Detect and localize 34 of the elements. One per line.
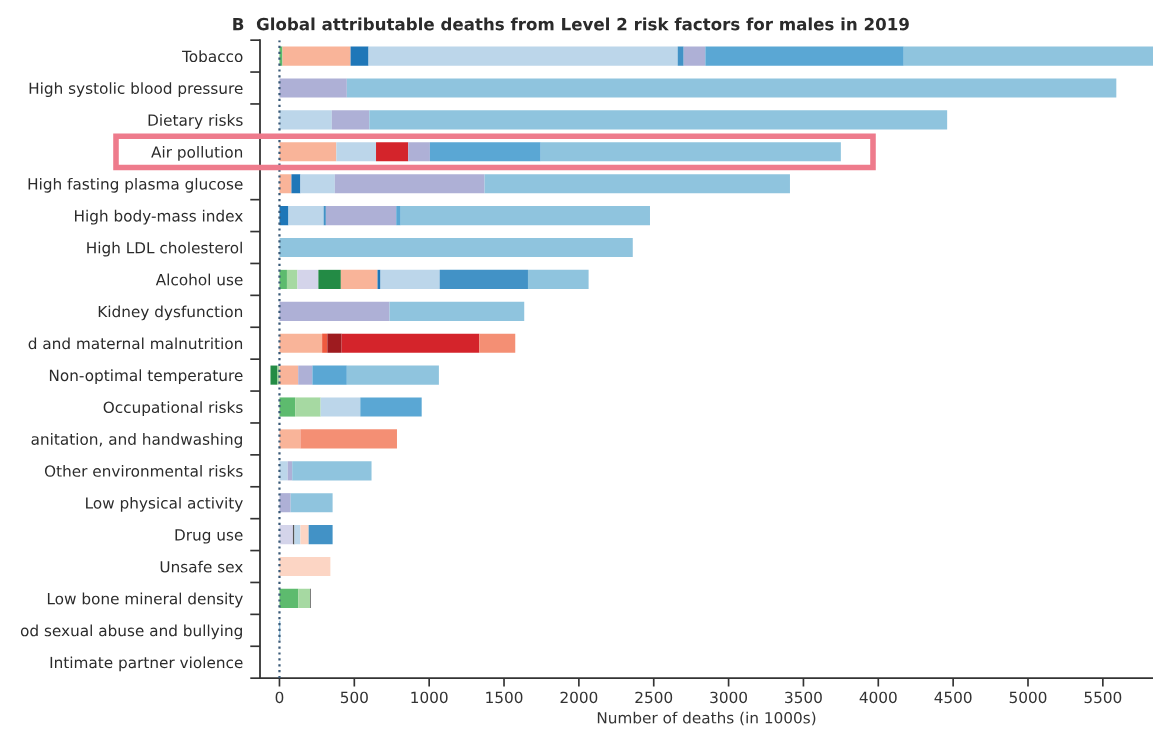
y-tick-label: Unsafe sex <box>160 560 243 573</box>
x-tick-label: 3000 <box>710 691 748 704</box>
y-tick-label: High body-mass index <box>75 209 243 225</box>
y-tick-label: Intimate partner violence <box>50 656 243 672</box>
x-tick-label: 500 <box>340 691 368 704</box>
y-tick-label: Drug use <box>175 529 243 544</box>
y-tick-label: Air pollution <box>151 146 243 161</box>
x-tick-label: 2000 <box>560 691 598 704</box>
y-tick-label: od sexual abuse and bullying <box>20 624 242 640</box>
x-axis-title: Number of deaths (in 1000s) <box>597 711 816 726</box>
y-tick-label: Low bone mineral density <box>47 592 243 608</box>
x-tick-label: 3500 <box>785 691 822 704</box>
y-tick-label: Kidney dysfunction <box>98 305 243 321</box>
x-tick-label: 2500 <box>635 691 673 704</box>
y-tick-label: Occupational risks <box>103 401 243 416</box>
y-tick-label: anitation, and handwashing <box>31 433 242 448</box>
y-tick-label: High fasting plasma glucose <box>28 177 243 193</box>
x-tick-label: 5000 <box>1009 691 1047 704</box>
y-tick-label: Other environmental risks <box>44 465 243 477</box>
x-tick-label: 0 <box>275 691 284 704</box>
x-tick-label: 4000 <box>859 691 897 704</box>
y-tick-label: Non-optimal temperature <box>49 369 243 385</box>
y-tick-label: Alcohol use <box>155 273 243 286</box>
y-tick-label: Tobacco <box>182 50 243 63</box>
x-tick-label: 1500 <box>486 691 523 704</box>
x-tick-label: 5500 <box>1084 691 1122 704</box>
x-tick-label: 1000 <box>411 691 448 704</box>
chart-title: B Global attributable deaths from Level 2 risk factors for males in 2019 <box>233 17 909 31</box>
y-tick-label: d and maternal malnutrition <box>28 337 243 350</box>
y-tick-label: High LDL cholesterol <box>87 241 242 257</box>
y-tick-label: Low physical activity <box>86 496 243 512</box>
y-tick-label: Dietary risks <box>148 114 243 129</box>
x-tick-label: 4500 <box>934 691 972 704</box>
y-tick-label: High systolic blood pressure <box>29 82 243 97</box>
